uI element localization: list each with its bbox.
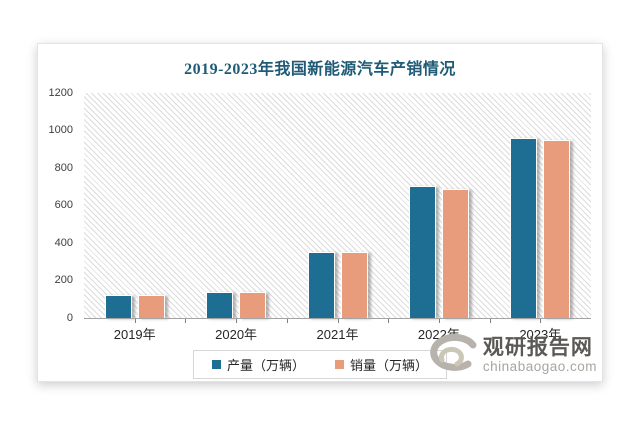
x-axis-label: 2021年	[316, 327, 359, 342]
x-axis-label: 2023年	[519, 327, 562, 342]
y-axis-label: 400	[54, 236, 73, 249]
bar	[104, 294, 132, 318]
chart-title: 2019-2023年我国新能源汽车产销情况	[184, 61, 456, 78]
watermark: 观研报告网 chinabaogao.com	[424, 333, 597, 377]
legend: 产量（万辆） 销量（万辆）	[192, 350, 448, 379]
bar	[206, 292, 234, 318]
bar	[307, 251, 335, 318]
y-axis-label: 1200	[48, 86, 73, 99]
legend-label: 销量（万辆）	[350, 358, 429, 373]
x-axis-tick	[185, 319, 187, 323]
y-axis-label: 200	[54, 274, 73, 286]
bar	[340, 251, 368, 318]
bar	[408, 185, 436, 318]
x-axis-tick	[489, 319, 491, 323]
bar	[137, 295, 165, 318]
legend-item: 销量（万辆）	[335, 355, 428, 374]
bar	[441, 188, 469, 318]
watermark-brand: 观研报告网	[482, 335, 593, 359]
legend-swatch	[211, 360, 221, 369]
bar	[543, 139, 571, 318]
x-axis-tick	[438, 319, 440, 323]
y-axis-label: 600	[54, 199, 73, 211]
x-axis-tick	[286, 319, 288, 323]
x-axis-label: 2020年	[215, 327, 258, 342]
y-axis-label: 0	[66, 311, 73, 324]
bar	[510, 138, 538, 318]
chart-card: 2019-2023年我国新能源汽车产销情况 0 200 400 600 800 1000 1…	[37, 43, 603, 382]
x-axis-tick	[134, 319, 136, 323]
legend-swatch	[335, 360, 344, 369]
y-axis-label: 800	[54, 161, 73, 174]
bar	[239, 292, 267, 318]
x-axis-tick	[236, 319, 238, 323]
chinabaogao-swirl-logo-icon	[430, 333, 477, 371]
plot-hatch-background	[84, 93, 591, 318]
y-axis-label: 1000	[48, 124, 73, 136]
x-axis-label: 2019年	[113, 327, 156, 342]
x-axis-tick	[337, 319, 339, 323]
x-axis-tick	[540, 319, 542, 323]
legend-item: 产量（万辆）	[211, 355, 305, 374]
legend-label: 产量（万辆）	[226, 358, 305, 373]
x-axis-tick	[388, 319, 390, 323]
watermark-domain: chinabaogao.com	[482, 358, 597, 374]
watermark-text: 观研报告网 chinabaogao.com	[483, 337, 597, 374]
x-axis-line	[84, 318, 591, 319]
